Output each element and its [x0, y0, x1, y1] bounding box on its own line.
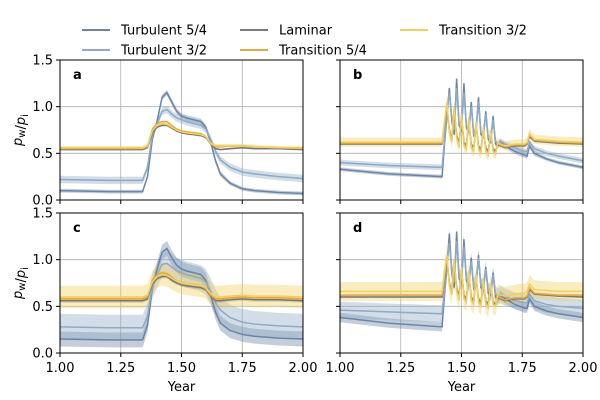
legend-entry-turbulent-5-4: Turbulent 5/4: [82, 24, 207, 39]
series-line-transition-3-2: [60, 273, 303, 298]
legend: Turbulent 5/4 Turbulent 3/2 Laminar Transit…: [82, 24, 527, 59]
y-tick-label: 0.0: [32, 347, 53, 362]
panel-d: 1.00 1.25 1.50 1.75 2.00 d Year: [326, 212, 598, 395]
panel-a: 0.0 0.5 1.0 1.5 a pw/pi: [11, 54, 304, 209]
y-axis-label: pw/pi: [11, 114, 31, 147]
legend-entry-laminar: Laminar: [240, 24, 333, 39]
y-tick-label: 1.0: [32, 100, 53, 115]
series-line-turbulent-3-2: [60, 262, 303, 329]
panel-letter: c: [73, 221, 81, 236]
x-tick-label: 1.25: [106, 361, 135, 376]
series-line-transition-3-2: [340, 254, 583, 311]
plot-area: [340, 227, 583, 332]
legend-entry-turbulent-3-2: Turbulent 3/2: [82, 44, 207, 59]
legend-label: Turbulent 3/2: [120, 44, 207, 59]
legend-label: Transition 3/2: [438, 24, 527, 39]
series-line-laminar: [60, 275, 303, 302]
x-tick-label: 1.00: [326, 361, 355, 376]
y-tick-label: 1.5: [32, 207, 53, 222]
panel-b: b: [336, 59, 584, 204]
series-band-turbulent-5-4: [60, 241, 303, 348]
legend-entry-transition-3-2: Transition 3/2: [400, 24, 527, 39]
x-axis-label: Year: [447, 380, 476, 395]
series-line-turbulent-3-2: [60, 108, 303, 182]
panel-letter: d: [353, 221, 362, 236]
plot-area: [340, 75, 583, 179]
legend-label: Transition 5/4: [278, 44, 367, 59]
series-band-turbulent-3-2: [60, 250, 303, 341]
panels: 0.0 0.5 1.0 1.5 a pw/pi b 1.00 1.25 1.50 1.75 2.00 0…: [11, 54, 597, 396]
x-tick-label: 1.00: [46, 361, 75, 376]
y-tick-label: 0.0: [32, 194, 53, 209]
x-tick-label: 1.50: [447, 361, 476, 376]
panel-letter: a: [73, 68, 82, 83]
y-tick-label: 0.5: [32, 300, 53, 315]
x-axis-label: Year: [167, 380, 196, 395]
x-tick-label: 2.00: [289, 361, 318, 376]
x-tick-label: 1.75: [228, 361, 257, 376]
legend-label: Laminar: [279, 24, 333, 39]
series-line-turbulent-5-4: [60, 91, 303, 195]
panel-c: 1.00 1.25 1.50 1.75 2.00 0.0 0.5 1.0 1.5 c Year pw/…: [11, 207, 317, 396]
plot-area: [60, 241, 303, 348]
series-band-transition-3-2: [60, 121, 303, 150]
legend-label: Turbulent 5/4: [120, 24, 207, 39]
series-line-transition-3-2: [340, 101, 583, 158]
panel-letter: b: [353, 68, 362, 83]
y-tick-label: 1.0: [32, 253, 53, 268]
x-tick-label: 1.75: [508, 361, 537, 376]
legend-entry-transition-5-4: Transition 5/4: [240, 44, 367, 59]
y-tick-label: 0.5: [32, 147, 53, 162]
plot-area: [60, 89, 303, 196]
y-axis-label: pw/pi: [11, 267, 31, 300]
y-tick-label: 1.5: [32, 54, 53, 69]
series-line-transition-3-2: [60, 122, 303, 149]
x-tick-label: 1.50: [167, 361, 196, 376]
x-tick-label: 2.00: [569, 361, 598, 376]
x-tick-label: 1.25: [386, 361, 415, 376]
